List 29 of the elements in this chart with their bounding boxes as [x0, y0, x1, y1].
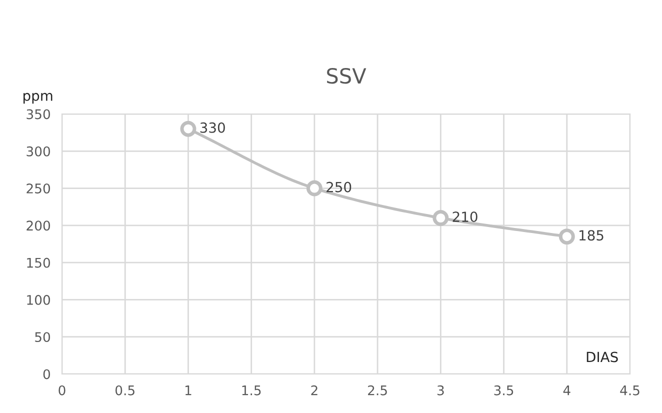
y-tick-label: 50	[35, 332, 50, 342]
y-tick-label: 250	[26, 184, 50, 194]
y-tick-label: 100	[27, 294, 50, 305]
x-tick-label: 0.5	[115, 385, 134, 396]
y-tick-label: 300	[26, 146, 50, 156]
x-tick-label: 1	[185, 386, 192, 396]
x-tick-label: 4	[563, 386, 570, 396]
point	[306, 180, 322, 196]
data-label: 210	[452, 212, 478, 222]
data-label: 330	[200, 122, 225, 133]
x-tick-label: 3.5	[494, 385, 514, 396]
point	[432, 210, 449, 226]
x-tick-label: 0	[58, 385, 66, 396]
x-tick-label: 3	[437, 385, 444, 396]
data-label: 250	[326, 182, 352, 192]
x-tick-label: 1.5	[242, 386, 261, 396]
x-tick-label: 2	[311, 385, 318, 396]
chart-title: SSV	[327, 68, 366, 84]
point	[558, 228, 575, 245]
x-tick-label: 2.5	[368, 385, 387, 396]
x-tick-label: 4.5	[620, 386, 640, 396]
y-axis-title: ppm	[24, 92, 52, 104]
y-tick-label: 0	[43, 369, 50, 380]
x-axis-title: DIAS	[586, 352, 618, 362]
data-label: 185	[580, 230, 604, 241]
y-tick-label: 200	[26, 220, 50, 231]
y-tick-label: 150	[27, 258, 50, 268]
point	[180, 120, 196, 137]
y-tick-label: 350	[26, 109, 50, 120]
